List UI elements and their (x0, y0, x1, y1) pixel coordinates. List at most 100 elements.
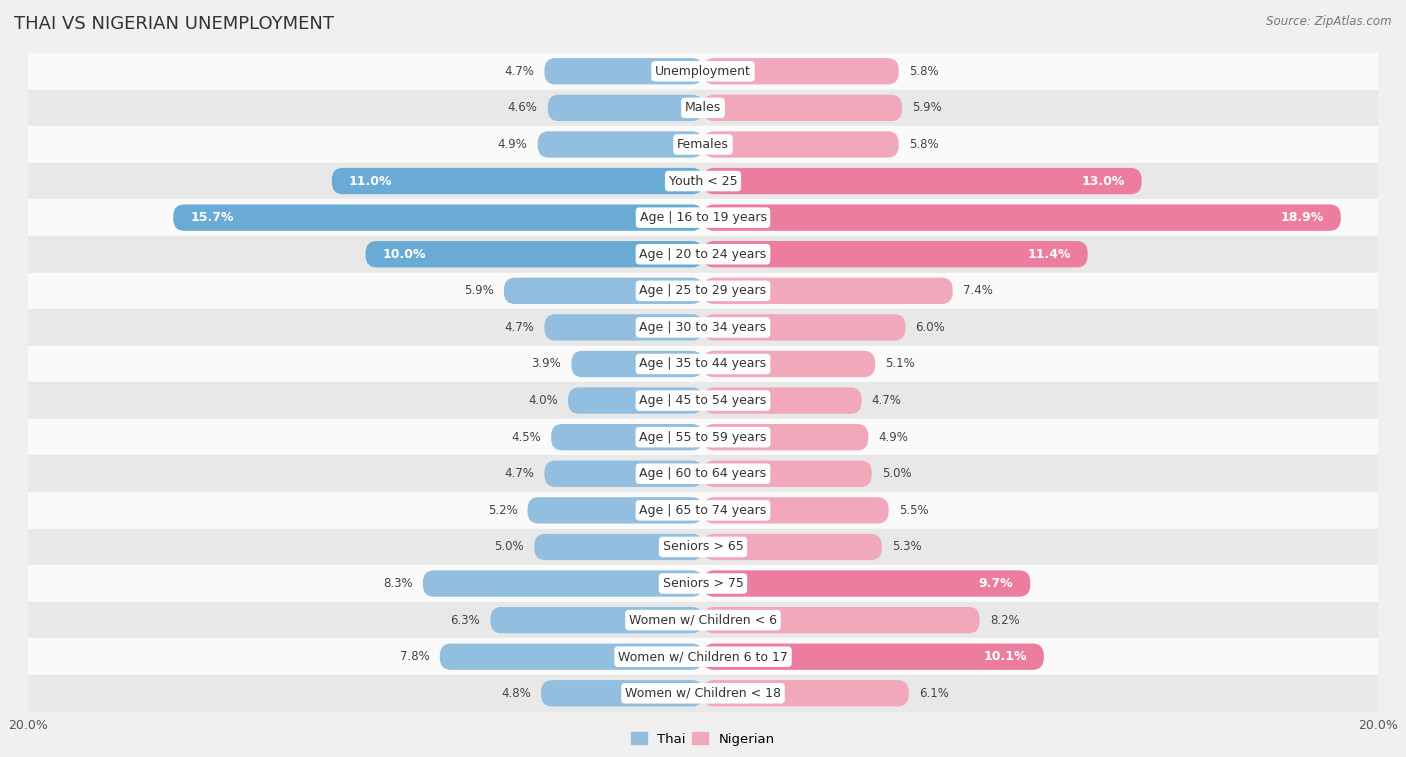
Text: Unemployment: Unemployment (655, 65, 751, 78)
Text: Age | 55 to 59 years: Age | 55 to 59 years (640, 431, 766, 444)
Text: 8.2%: 8.2% (990, 614, 1019, 627)
Text: Age | 16 to 19 years: Age | 16 to 19 years (640, 211, 766, 224)
FancyBboxPatch shape (491, 607, 703, 634)
Text: 4.0%: 4.0% (529, 394, 558, 407)
FancyBboxPatch shape (703, 643, 1043, 670)
Bar (28, 126, 1378, 163)
FancyBboxPatch shape (568, 388, 703, 414)
Bar (28, 456, 1378, 492)
Bar (28, 199, 1378, 236)
Text: Age | 65 to 74 years: Age | 65 to 74 years (640, 504, 766, 517)
Text: Age | 30 to 34 years: Age | 30 to 34 years (640, 321, 766, 334)
Bar (28, 638, 1378, 675)
Text: 5.0%: 5.0% (882, 467, 911, 480)
FancyBboxPatch shape (551, 424, 703, 450)
Text: 15.7%: 15.7% (190, 211, 233, 224)
FancyBboxPatch shape (503, 278, 703, 304)
Text: 7.4%: 7.4% (963, 285, 993, 298)
Text: 10.0%: 10.0% (382, 248, 426, 260)
Text: 4.7%: 4.7% (505, 321, 534, 334)
FancyBboxPatch shape (703, 241, 1088, 267)
Text: 5.3%: 5.3% (891, 540, 921, 553)
FancyBboxPatch shape (703, 350, 875, 377)
FancyBboxPatch shape (703, 168, 1142, 195)
FancyBboxPatch shape (423, 570, 703, 597)
Text: Seniors > 75: Seniors > 75 (662, 577, 744, 590)
Text: 4.5%: 4.5% (512, 431, 541, 444)
Bar (28, 492, 1378, 528)
Text: 5.2%: 5.2% (488, 504, 517, 517)
FancyBboxPatch shape (703, 314, 905, 341)
Bar (28, 565, 1378, 602)
Text: 5.8%: 5.8% (908, 138, 938, 151)
FancyBboxPatch shape (703, 460, 872, 487)
FancyBboxPatch shape (544, 314, 703, 341)
FancyBboxPatch shape (703, 534, 882, 560)
FancyBboxPatch shape (541, 680, 703, 706)
FancyBboxPatch shape (703, 424, 869, 450)
FancyBboxPatch shape (703, 278, 953, 304)
FancyBboxPatch shape (703, 131, 898, 157)
FancyBboxPatch shape (534, 534, 703, 560)
Bar (28, 528, 1378, 565)
Text: 5.9%: 5.9% (464, 285, 494, 298)
Text: Women w/ Children < 18: Women w/ Children < 18 (626, 687, 780, 699)
FancyBboxPatch shape (366, 241, 703, 267)
Text: THAI VS NIGERIAN UNEMPLOYMENT: THAI VS NIGERIAN UNEMPLOYMENT (14, 15, 335, 33)
Text: Age | 60 to 64 years: Age | 60 to 64 years (640, 467, 766, 480)
Bar (28, 675, 1378, 712)
Text: Source: ZipAtlas.com: Source: ZipAtlas.com (1267, 15, 1392, 28)
FancyBboxPatch shape (548, 95, 703, 121)
Bar (28, 419, 1378, 456)
FancyBboxPatch shape (544, 58, 703, 85)
Text: 18.9%: 18.9% (1281, 211, 1324, 224)
Text: Age | 45 to 54 years: Age | 45 to 54 years (640, 394, 766, 407)
Text: 4.9%: 4.9% (498, 138, 527, 151)
Text: Youth < 25: Youth < 25 (669, 175, 737, 188)
Text: 11.4%: 11.4% (1028, 248, 1071, 260)
Text: 5.1%: 5.1% (886, 357, 915, 370)
Text: 5.9%: 5.9% (912, 101, 942, 114)
Text: 6.1%: 6.1% (920, 687, 949, 699)
Bar (28, 382, 1378, 419)
Text: 4.7%: 4.7% (505, 467, 534, 480)
FancyBboxPatch shape (440, 643, 703, 670)
Text: 4.7%: 4.7% (505, 65, 534, 78)
Text: 6.3%: 6.3% (450, 614, 481, 627)
Bar (28, 346, 1378, 382)
Text: Age | 35 to 44 years: Age | 35 to 44 years (640, 357, 766, 370)
Text: 6.0%: 6.0% (915, 321, 945, 334)
Text: 7.8%: 7.8% (399, 650, 430, 663)
Text: Women w/ Children < 6: Women w/ Children < 6 (628, 614, 778, 627)
Text: 4.8%: 4.8% (501, 687, 531, 699)
FancyBboxPatch shape (703, 497, 889, 524)
Text: Seniors > 65: Seniors > 65 (662, 540, 744, 553)
FancyBboxPatch shape (544, 460, 703, 487)
FancyBboxPatch shape (703, 680, 908, 706)
FancyBboxPatch shape (703, 570, 1031, 597)
Text: Females: Females (678, 138, 728, 151)
FancyBboxPatch shape (703, 95, 903, 121)
FancyBboxPatch shape (527, 497, 703, 524)
Bar (28, 273, 1378, 309)
Bar (28, 163, 1378, 199)
Legend: Thai, Nigerian: Thai, Nigerian (626, 727, 780, 751)
Bar (28, 309, 1378, 346)
Text: 5.8%: 5.8% (908, 65, 938, 78)
FancyBboxPatch shape (173, 204, 703, 231)
Text: 3.9%: 3.9% (531, 357, 561, 370)
Bar (28, 236, 1378, 273)
Text: 13.0%: 13.0% (1081, 175, 1125, 188)
Text: 9.7%: 9.7% (979, 577, 1014, 590)
Bar (28, 602, 1378, 638)
Text: Women w/ Children 6 to 17: Women w/ Children 6 to 17 (619, 650, 787, 663)
FancyBboxPatch shape (703, 607, 980, 634)
Bar (28, 89, 1378, 126)
FancyBboxPatch shape (703, 204, 1341, 231)
Text: Males: Males (685, 101, 721, 114)
Text: 4.9%: 4.9% (879, 431, 908, 444)
Text: 11.0%: 11.0% (349, 175, 392, 188)
FancyBboxPatch shape (332, 168, 703, 195)
Text: 10.1%: 10.1% (983, 650, 1026, 663)
FancyBboxPatch shape (703, 388, 862, 414)
